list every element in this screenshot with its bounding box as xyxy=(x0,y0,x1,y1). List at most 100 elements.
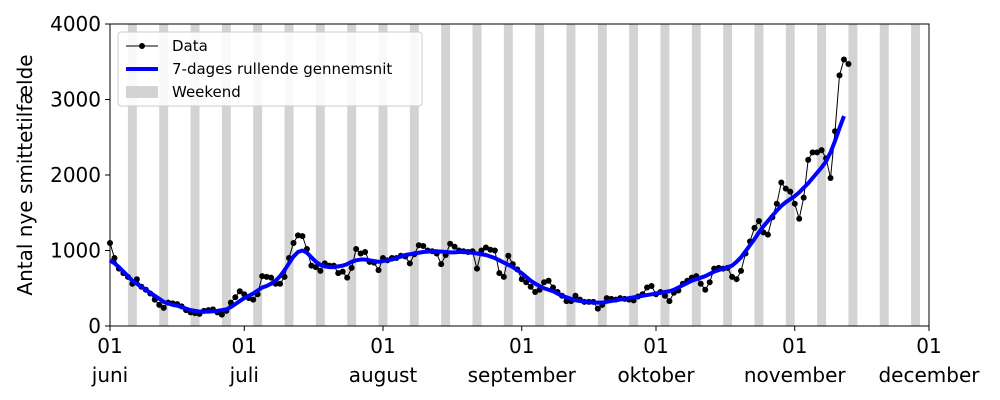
x-tick-label: 01 december xyxy=(878,334,980,387)
data-point xyxy=(518,276,525,283)
x-tick-label: 01 november xyxy=(743,334,846,387)
data-point xyxy=(648,282,655,289)
data-point xyxy=(312,264,319,271)
data-point xyxy=(420,242,427,249)
data-point xyxy=(236,288,243,295)
weekend-band xyxy=(159,24,169,326)
data-point xyxy=(447,240,454,247)
data-point xyxy=(451,243,458,250)
weekend-band xyxy=(190,24,200,326)
weekend-band xyxy=(441,24,451,326)
data-point xyxy=(268,274,275,281)
x-tick-label: 01 juli xyxy=(229,334,259,387)
weekend-band xyxy=(629,24,639,326)
weekend-band xyxy=(472,24,482,326)
data-point xyxy=(353,245,360,252)
data-point xyxy=(375,267,382,274)
data-point xyxy=(697,280,704,287)
weekend-band xyxy=(660,24,670,326)
y-tick-label: 4000 xyxy=(50,12,101,36)
weekend-band xyxy=(535,24,545,326)
legend-swatch xyxy=(126,86,158,98)
data-point xyxy=(755,218,762,225)
weekend-band xyxy=(723,24,733,326)
data-point xyxy=(764,231,771,238)
weekend-band xyxy=(221,24,231,326)
legend-label: Data xyxy=(172,37,208,55)
weekend-band xyxy=(597,24,607,326)
data-point xyxy=(290,239,297,246)
data-point xyxy=(344,274,351,281)
data-point xyxy=(782,185,789,192)
data-point xyxy=(339,268,346,275)
data-point xyxy=(317,267,324,274)
data-point xyxy=(751,224,758,231)
data-point xyxy=(500,273,507,280)
weekend-band xyxy=(503,24,513,326)
data-point xyxy=(277,280,284,287)
data-point xyxy=(706,279,713,286)
data-point xyxy=(218,311,225,318)
weekend-band xyxy=(879,24,889,326)
weekend-band xyxy=(284,24,294,326)
weekend-band xyxy=(253,24,263,326)
data-point xyxy=(107,239,113,246)
data-point xyxy=(482,244,489,251)
weekend-band xyxy=(817,24,827,326)
data-point xyxy=(814,149,821,156)
data-point xyxy=(491,247,498,254)
data-point xyxy=(805,156,812,163)
data-point xyxy=(800,194,807,201)
data-point xyxy=(348,264,355,271)
data-point xyxy=(527,283,534,290)
rolling-average-line xyxy=(108,115,846,314)
data-point xyxy=(738,267,745,274)
data-point xyxy=(160,304,167,311)
y-tick-label: 2000 xyxy=(50,163,101,187)
data-point xyxy=(250,296,257,303)
x-tick-label: 01 juni xyxy=(91,334,129,387)
data-point xyxy=(796,215,803,222)
data-point xyxy=(773,200,780,207)
data-point xyxy=(473,265,480,272)
y-axis-label: Antal nye smittetilfælde xyxy=(13,54,37,295)
x-tick-label: 01 september xyxy=(467,334,576,387)
weekend-band xyxy=(691,24,701,326)
data-point xyxy=(496,270,503,277)
weekend-band xyxy=(378,24,388,326)
data-point xyxy=(787,188,794,195)
weekend-band xyxy=(785,24,795,326)
data-point xyxy=(362,249,369,256)
data-point xyxy=(438,261,445,268)
x-tick-label: 01 oktober xyxy=(617,334,695,387)
data-point xyxy=(505,252,512,259)
data-point xyxy=(791,200,798,207)
weekend-band xyxy=(848,24,858,326)
data-point xyxy=(415,242,422,249)
data-point xyxy=(733,276,740,283)
legend-label: 7-dages rullende gennemsnit xyxy=(172,60,392,78)
data-point xyxy=(827,175,834,182)
data-point xyxy=(263,273,270,280)
data-point xyxy=(299,233,306,240)
legend-box xyxy=(117,31,423,107)
weekend-band xyxy=(409,24,419,326)
data-point xyxy=(545,277,552,284)
weekend-band xyxy=(754,24,764,326)
weekend-band xyxy=(127,24,137,326)
weekend-band xyxy=(566,24,576,326)
data-point xyxy=(702,286,709,293)
data-point xyxy=(532,289,539,296)
data-point xyxy=(594,305,601,312)
y-tick-label: 3000 xyxy=(50,88,101,112)
data-point xyxy=(809,149,816,156)
data-point xyxy=(232,294,239,301)
weekend-band xyxy=(911,24,921,326)
data-point xyxy=(572,292,579,299)
data-point xyxy=(840,56,847,63)
legend-marker xyxy=(139,43,145,49)
weekend-band xyxy=(315,24,325,326)
data-point xyxy=(487,246,494,253)
